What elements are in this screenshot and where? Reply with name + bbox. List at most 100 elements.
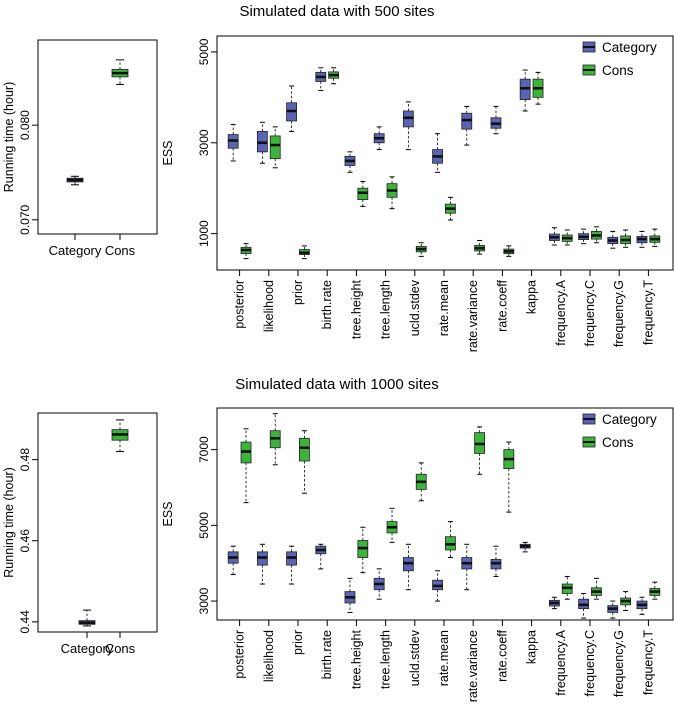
ess-box-rate.mean-cons (445, 521, 456, 559)
ess-box-tree.height-cons (357, 526, 369, 574)
ess-plot-p1000: ESS 3000 5000 7000 posterior likelihood prior b… (161, 407, 674, 702)
runtime-plot-frame (37, 412, 158, 633)
ess-box-birth.rate-cons (328, 67, 340, 85)
ess-ylabel: ESS (161, 501, 175, 526)
ess-box-rate.coeff-cons (503, 441, 515, 513)
ess-box-rate.coeff-cons (503, 245, 515, 257)
ess-box-rate.coeff-category (490, 545, 502, 577)
legend-label-category: Category (602, 40, 657, 55)
ess-ytick-label: 5000 (197, 512, 211, 539)
ess-ytick-label: 3000 (197, 129, 211, 156)
legend-label-cons: Cons (602, 63, 634, 78)
ess-box-prior-category (286, 545, 297, 585)
ess-box-tree.height-cons (357, 180, 369, 207)
ess-xtick-label: frequency.T (641, 630, 655, 695)
ess-xtick-label: ucld.stdev (408, 279, 422, 336)
ess-ytick-label: 3000 (197, 587, 211, 614)
ess-box-frequency.A-cons (561, 229, 573, 246)
ess-box-rate.variance-category (461, 105, 473, 146)
legend-label-cons: Cons (602, 435, 634, 450)
ess-box-frequency.C-category (578, 593, 589, 619)
ess-box-frequency.T-cons (649, 581, 661, 600)
runtime-ylabel: Running time (hour) (2, 82, 16, 192)
runtime-xtick-label: Category (49, 243, 102, 258)
ess-box-kappa-cons (532, 71, 544, 105)
ess-box-ucld.stdev-category (402, 543, 414, 591)
runtime-plot-frame (37, 39, 158, 235)
runtime-box-cons (111, 419, 129, 453)
runtime-box-category (66, 175, 84, 186)
box-iqr (299, 437, 310, 462)
ess-box-frequency.A-category (548, 227, 560, 246)
ess-box-tree.length-cons (386, 507, 398, 543)
ess-xtick-label: frequency.A (554, 279, 568, 345)
ess-xtick-label: tree.height (349, 629, 363, 689)
ess-box-ucld.stdev-cons (415, 242, 427, 257)
ess-ylabel: ESS (161, 140, 175, 165)
ess-xtick-label: kappa (525, 280, 539, 314)
runtime-xtick-label: Cons (105, 243, 136, 258)
ess-box-frequency.C-cons (591, 577, 602, 600)
ess-xtick-label: frequency.T (641, 280, 655, 345)
ess-xtick-label: posterior (233, 280, 247, 329)
ess-xtick-label: rate.mean (437, 280, 451, 336)
ess-box-birth.rate-category (315, 67, 327, 92)
ess-xtick-label: tree.height (349, 279, 363, 339)
ess-xtick-label: birth.rate (320, 280, 334, 329)
ess-box-tree.height-category (344, 151, 356, 173)
ess-box-rate.mean-cons (445, 196, 456, 221)
runtime-xtick-label: Cons (105, 641, 136, 656)
ess-box-tree.length-category (373, 568, 385, 600)
ess-box-frequency.A-cons (561, 575, 573, 600)
ess-box-ucld.stdev-cons (415, 462, 427, 502)
ess-xtick-label: frequency.A (554, 629, 568, 695)
ess-box-frequency.G-category (607, 230, 619, 249)
ess-xtick-label: rate.coeff (495, 629, 509, 681)
runtime-plot-p500: Running time (hour)0.070 0.080 Category Con… (2, 39, 158, 258)
ess-ytick-label: 5000 (197, 38, 211, 65)
ess-box-birth.rate-category (315, 543, 327, 570)
ess-box-likelihood-category (256, 121, 268, 164)
ess-xtick-label: frequency.G (612, 630, 626, 697)
runtime-ytick-label: 0.080 (18, 110, 32, 140)
ess-xtick-label: likelihood (262, 280, 276, 332)
runtime-xtick-label: Category (61, 641, 114, 656)
runtime-box-cons (111, 59, 129, 85)
panel-title-500: Simulated data with 500 sites (239, 3, 434, 20)
ess-box-tree.length-category (373, 126, 385, 151)
ess-box-frequency.G-category (607, 600, 619, 619)
ess-ytick-label: 7000 (197, 436, 211, 463)
ess-box-posterior-cons (240, 243, 252, 260)
runtime-ytick-label: 0.070 (18, 204, 32, 234)
ess-xtick-label: rate.variance (466, 630, 480, 702)
ess-box-kappa-category (519, 541, 531, 553)
ess-xtick-label: kappa (525, 630, 539, 664)
ess-box-frequency.T-cons (649, 228, 661, 247)
ess-box-rate.mean-category (432, 133, 443, 173)
ess-box-frequency.G-cons (620, 229, 632, 248)
ess-box-rate.coeff-category (490, 105, 502, 135)
ess-plot-frame (216, 35, 674, 271)
ess-xtick-label: tree.length (379, 630, 393, 689)
ess-box-likelihood-category (256, 543, 268, 585)
ess-xtick-label: rate.mean (437, 630, 451, 686)
ess-box-frequency.T-category (636, 230, 648, 248)
ess-box-prior-category (286, 85, 297, 132)
ess-box-tree.height-category (344, 577, 356, 613)
ess-box-rate.variance-category (461, 543, 473, 591)
ess-xtick-label: posterior (233, 630, 247, 679)
ess-plot-p500: ESS 1000 3000 5000 posterior likelihood prior b… (161, 35, 674, 352)
ess-xtick-label: ucld.stdev (408, 629, 422, 686)
ess-box-frequency.A-category (548, 596, 560, 610)
ess-xtick-label: prior (291, 630, 305, 655)
runtime-ytick-label: 0.48 (18, 448, 32, 472)
legend-label-category: Category (602, 412, 657, 427)
runtime-ytick-label: 0.46 (18, 529, 32, 553)
ess-box-prior-cons (299, 430, 310, 494)
ess-box-frequency.G-cons (620, 591, 632, 612)
ess-xtick-label: rate.coeff (495, 279, 509, 331)
ess-box-ucld.stdev-category (402, 101, 414, 151)
